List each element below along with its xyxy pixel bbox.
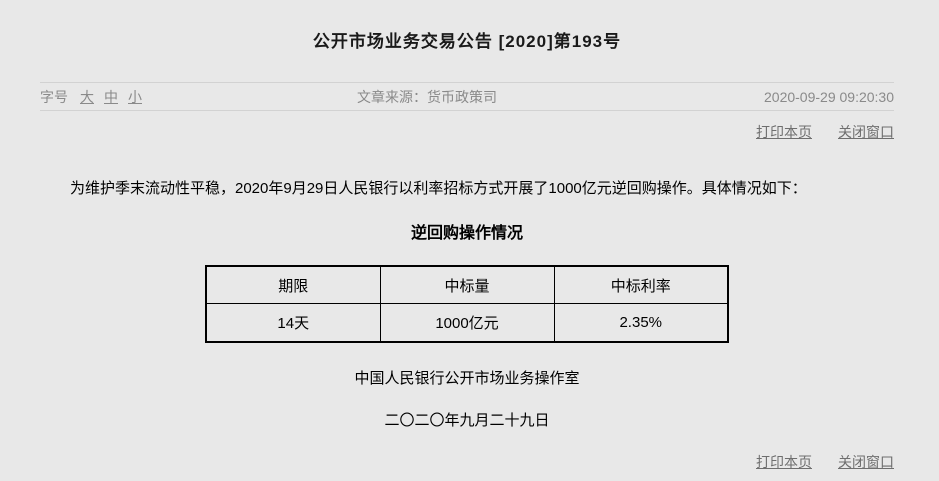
operation-table-title: 逆回购操作情况 xyxy=(410,224,523,242)
table-header-row: 期限 中标量 中标利率 xyxy=(205,265,729,305)
print-page-link-bottom[interactable]: 打印本页 xyxy=(756,453,812,470)
article-source-label: 文章来源： xyxy=(357,88,427,105)
announcement-paragraph: 为维护季末流动性平稳，2020年9月29日人民银行以利率招标方式开展了1000亿… xyxy=(70,180,807,197)
article-source: 文章来源： 货币政策司 xyxy=(357,87,764,107)
cell-rate: 2.35% xyxy=(553,303,729,343)
font-size-medium-link[interactable]: 中 xyxy=(104,88,118,105)
column-header-rate: 中标利率 xyxy=(553,265,729,305)
issuer-signature: 中国人民银行公开市场业务操作室 xyxy=(354,369,580,387)
announcement-date: 二〇二〇年九月二十九日 xyxy=(384,411,550,429)
font-size-small-link[interactable]: 小 xyxy=(128,88,142,105)
font-size-label: 字号 xyxy=(40,88,68,105)
column-header-volume: 中标量 xyxy=(379,265,555,305)
page-title: 公开市场业务交易公告 [2020]第193号 xyxy=(312,32,622,51)
font-size-controls: 字号 大 中 小 xyxy=(40,87,357,107)
print-page-link-top[interactable]: 打印本页 xyxy=(756,124,812,140)
table-row: 14天 1000亿元 2.35% xyxy=(205,303,729,343)
article-source-value: 货币政策司 xyxy=(427,88,497,105)
close-window-link-top[interactable]: 关闭窗口 xyxy=(838,124,894,140)
close-window-link-bottom[interactable]: 关闭窗口 xyxy=(838,453,894,470)
page-actions-top: 打印本页 关闭窗口 xyxy=(40,122,894,142)
reverse-repo-table: 期限 中标量 中标利率 14天 1000亿元 2.35% xyxy=(205,264,729,343)
cell-term: 14天 xyxy=(205,303,381,343)
meta-bar: 字号 大 中 小 文章来源： 货币政策司 2020-09-29 09:20:30 xyxy=(40,82,894,111)
page-actions-bottom: 打印本页 关闭窗口 xyxy=(40,452,894,472)
publish-timestamp: 2020-09-29 09:20:30 xyxy=(764,88,894,105)
column-header-term: 期限 xyxy=(205,265,381,305)
font-size-large-link[interactable]: 大 xyxy=(80,88,94,105)
cell-volume: 1000亿元 xyxy=(379,303,555,343)
